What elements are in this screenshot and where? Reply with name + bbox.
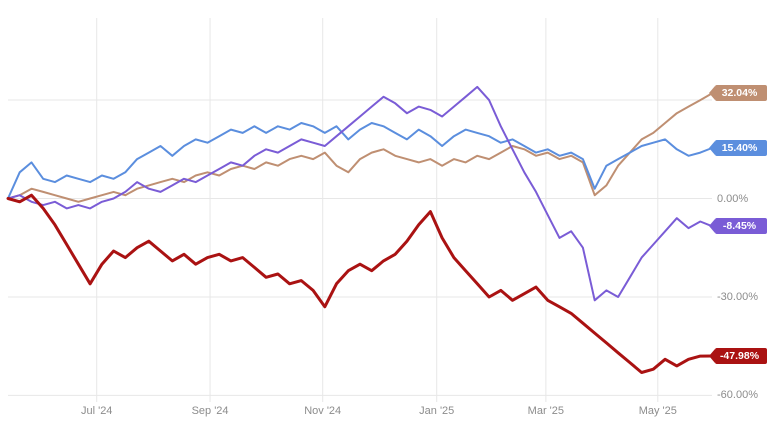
x-axis-tick-may25: May '25	[638, 405, 677, 417]
x-axis-tick-nov24: Nov '24	[304, 405, 342, 417]
tan-series-line	[7, 92, 713, 203]
y-axis-tick-neg30: -30.00%	[717, 290, 758, 303]
red-series-line	[6, 193, 714, 374]
end-value-badge-purple: -8.45%	[709, 218, 767, 235]
badge-label: -8.45%	[715, 218, 767, 235]
badge-arrow-icon	[709, 348, 715, 363]
badge-arrow-icon	[709, 219, 715, 234]
x-axis-tick-jan25: Jan '25	[419, 405, 455, 417]
x-axis-tick-jul24: Jul '24	[80, 405, 113, 417]
end-value-badge-tan: 32.04%	[709, 85, 767, 102]
badge-label: -47.98%	[715, 347, 767, 364]
badge-label: 15.40%	[715, 139, 767, 156]
purple-series-line	[7, 85, 713, 302]
end-value-badge-red: -47.98%	[709, 347, 767, 364]
y-axis-tick-0: 0.00%	[717, 192, 749, 205]
badge-label: 32.04%	[715, 85, 767, 102]
x-axis-tick-mar25: Mar '25	[527, 405, 565, 417]
badge-arrow-icon	[709, 86, 715, 101]
blue-series-line	[7, 122, 713, 200]
y-axis-tick-neg60: -60.00%	[717, 389, 758, 402]
x-axis-tick-sep24: Sep '24	[191, 405, 229, 417]
badge-arrow-icon	[709, 140, 715, 155]
end-value-badge-blue: 15.40%	[709, 139, 767, 156]
